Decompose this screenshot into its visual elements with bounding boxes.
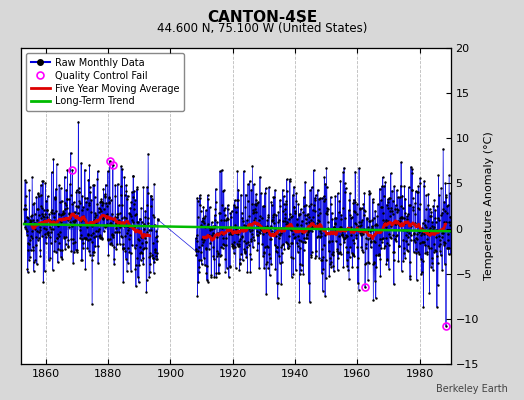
Text: Berkeley Earth: Berkeley Earth xyxy=(436,384,508,394)
Text: 44.600 N, 75.100 W (United States): 44.600 N, 75.100 W (United States) xyxy=(157,22,367,35)
Legend: Raw Monthly Data, Quality Control Fail, Five Year Moving Average, Long-Term Tren: Raw Monthly Data, Quality Control Fail, … xyxy=(26,53,184,111)
Text: CANTON-4SE: CANTON-4SE xyxy=(207,10,317,25)
Y-axis label: Temperature Anomaly (°C): Temperature Anomaly (°C) xyxy=(484,132,495,280)
